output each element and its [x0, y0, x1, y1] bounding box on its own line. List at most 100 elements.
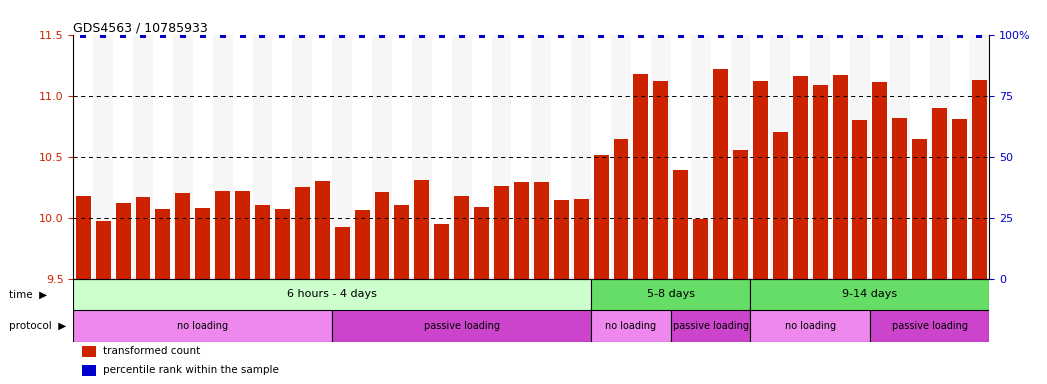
Bar	[95, 221, 111, 278]
Bar	[352, 35, 372, 278]
Bar	[236, 191, 250, 278]
Bar	[275, 209, 290, 278]
Bar	[950, 35, 970, 278]
Bar	[850, 35, 870, 278]
Bar	[691, 35, 711, 278]
Bar	[435, 223, 449, 278]
Bar	[133, 35, 153, 278]
Bar	[216, 191, 230, 278]
Text: GDS4563 / 10785933: GDS4563 / 10785933	[73, 22, 208, 35]
Bar	[554, 200, 569, 278]
Bar	[431, 35, 451, 278]
Bar	[315, 181, 330, 278]
Bar	[83, 346, 96, 357]
Bar	[592, 35, 611, 278]
Bar	[731, 35, 751, 278]
Bar	[115, 203, 131, 278]
Bar	[614, 139, 628, 278]
Bar	[494, 186, 509, 278]
Bar	[335, 227, 350, 278]
Bar	[272, 35, 292, 278]
Text: passive loading: passive loading	[424, 321, 499, 331]
Bar	[892, 118, 908, 278]
Bar	[135, 197, 151, 278]
Bar	[611, 35, 631, 278]
Bar	[474, 207, 489, 278]
Text: 9-14 days: 9-14 days	[843, 290, 897, 300]
Bar	[651, 35, 671, 278]
Bar	[75, 195, 91, 278]
Bar	[332, 35, 352, 278]
Bar	[713, 69, 728, 278]
Bar	[155, 209, 171, 278]
Bar	[751, 310, 870, 343]
Bar	[671, 310, 751, 343]
Bar	[592, 278, 751, 310]
Bar	[890, 35, 910, 278]
Text: 6 hours - 4 days: 6 hours - 4 days	[287, 290, 377, 300]
Bar	[514, 182, 529, 278]
Bar	[711, 35, 731, 278]
Bar	[375, 192, 389, 278]
Bar	[73, 278, 592, 310]
Bar	[93, 35, 113, 278]
Text: 5-8 days: 5-8 days	[647, 290, 695, 300]
Bar	[793, 76, 807, 278]
Bar	[952, 119, 967, 278]
Text: protocol  ▶: protocol ▶	[9, 321, 66, 331]
Bar	[196, 208, 210, 278]
Bar	[392, 35, 411, 278]
Bar	[872, 82, 888, 278]
Bar	[534, 182, 549, 278]
Bar	[631, 35, 651, 278]
Bar	[830, 35, 850, 278]
Text: time  ▶: time ▶	[9, 290, 47, 300]
Text: passive loading: passive loading	[672, 321, 749, 331]
Text: percentile rank within the sample: percentile rank within the sample	[103, 365, 279, 375]
Bar	[173, 35, 193, 278]
Bar	[255, 205, 270, 278]
Bar	[671, 35, 691, 278]
Bar	[910, 35, 930, 278]
Bar	[592, 310, 671, 343]
Bar	[852, 120, 867, 278]
Bar	[395, 205, 409, 278]
Bar	[491, 35, 511, 278]
Bar	[332, 310, 592, 343]
Bar	[193, 35, 213, 278]
Bar	[574, 199, 588, 278]
Bar	[411, 35, 431, 278]
Bar	[753, 81, 767, 278]
Bar	[73, 310, 332, 343]
Bar	[175, 193, 191, 278]
Bar	[870, 35, 890, 278]
Bar	[930, 35, 950, 278]
Bar	[552, 35, 572, 278]
Bar	[870, 310, 989, 343]
Bar	[252, 35, 272, 278]
Bar	[213, 35, 232, 278]
Bar	[812, 84, 827, 278]
Bar	[594, 155, 608, 278]
Bar	[673, 170, 688, 278]
Bar	[451, 35, 471, 278]
Bar	[633, 74, 648, 278]
Bar	[471, 35, 491, 278]
Bar	[415, 180, 429, 278]
Bar	[454, 195, 469, 278]
Text: no loading: no loading	[605, 321, 656, 331]
Text: no loading: no loading	[177, 321, 228, 331]
Bar	[113, 35, 133, 278]
Bar	[153, 35, 173, 278]
Text: transformed count: transformed count	[103, 346, 200, 356]
Bar	[653, 81, 668, 278]
Bar	[693, 219, 708, 278]
Bar	[511, 35, 532, 278]
Bar	[532, 35, 552, 278]
Bar	[292, 35, 312, 278]
Text: passive loading: passive loading	[892, 321, 967, 331]
Bar	[355, 210, 370, 278]
Bar	[232, 35, 252, 278]
Bar	[83, 365, 96, 376]
Bar	[832, 75, 847, 278]
